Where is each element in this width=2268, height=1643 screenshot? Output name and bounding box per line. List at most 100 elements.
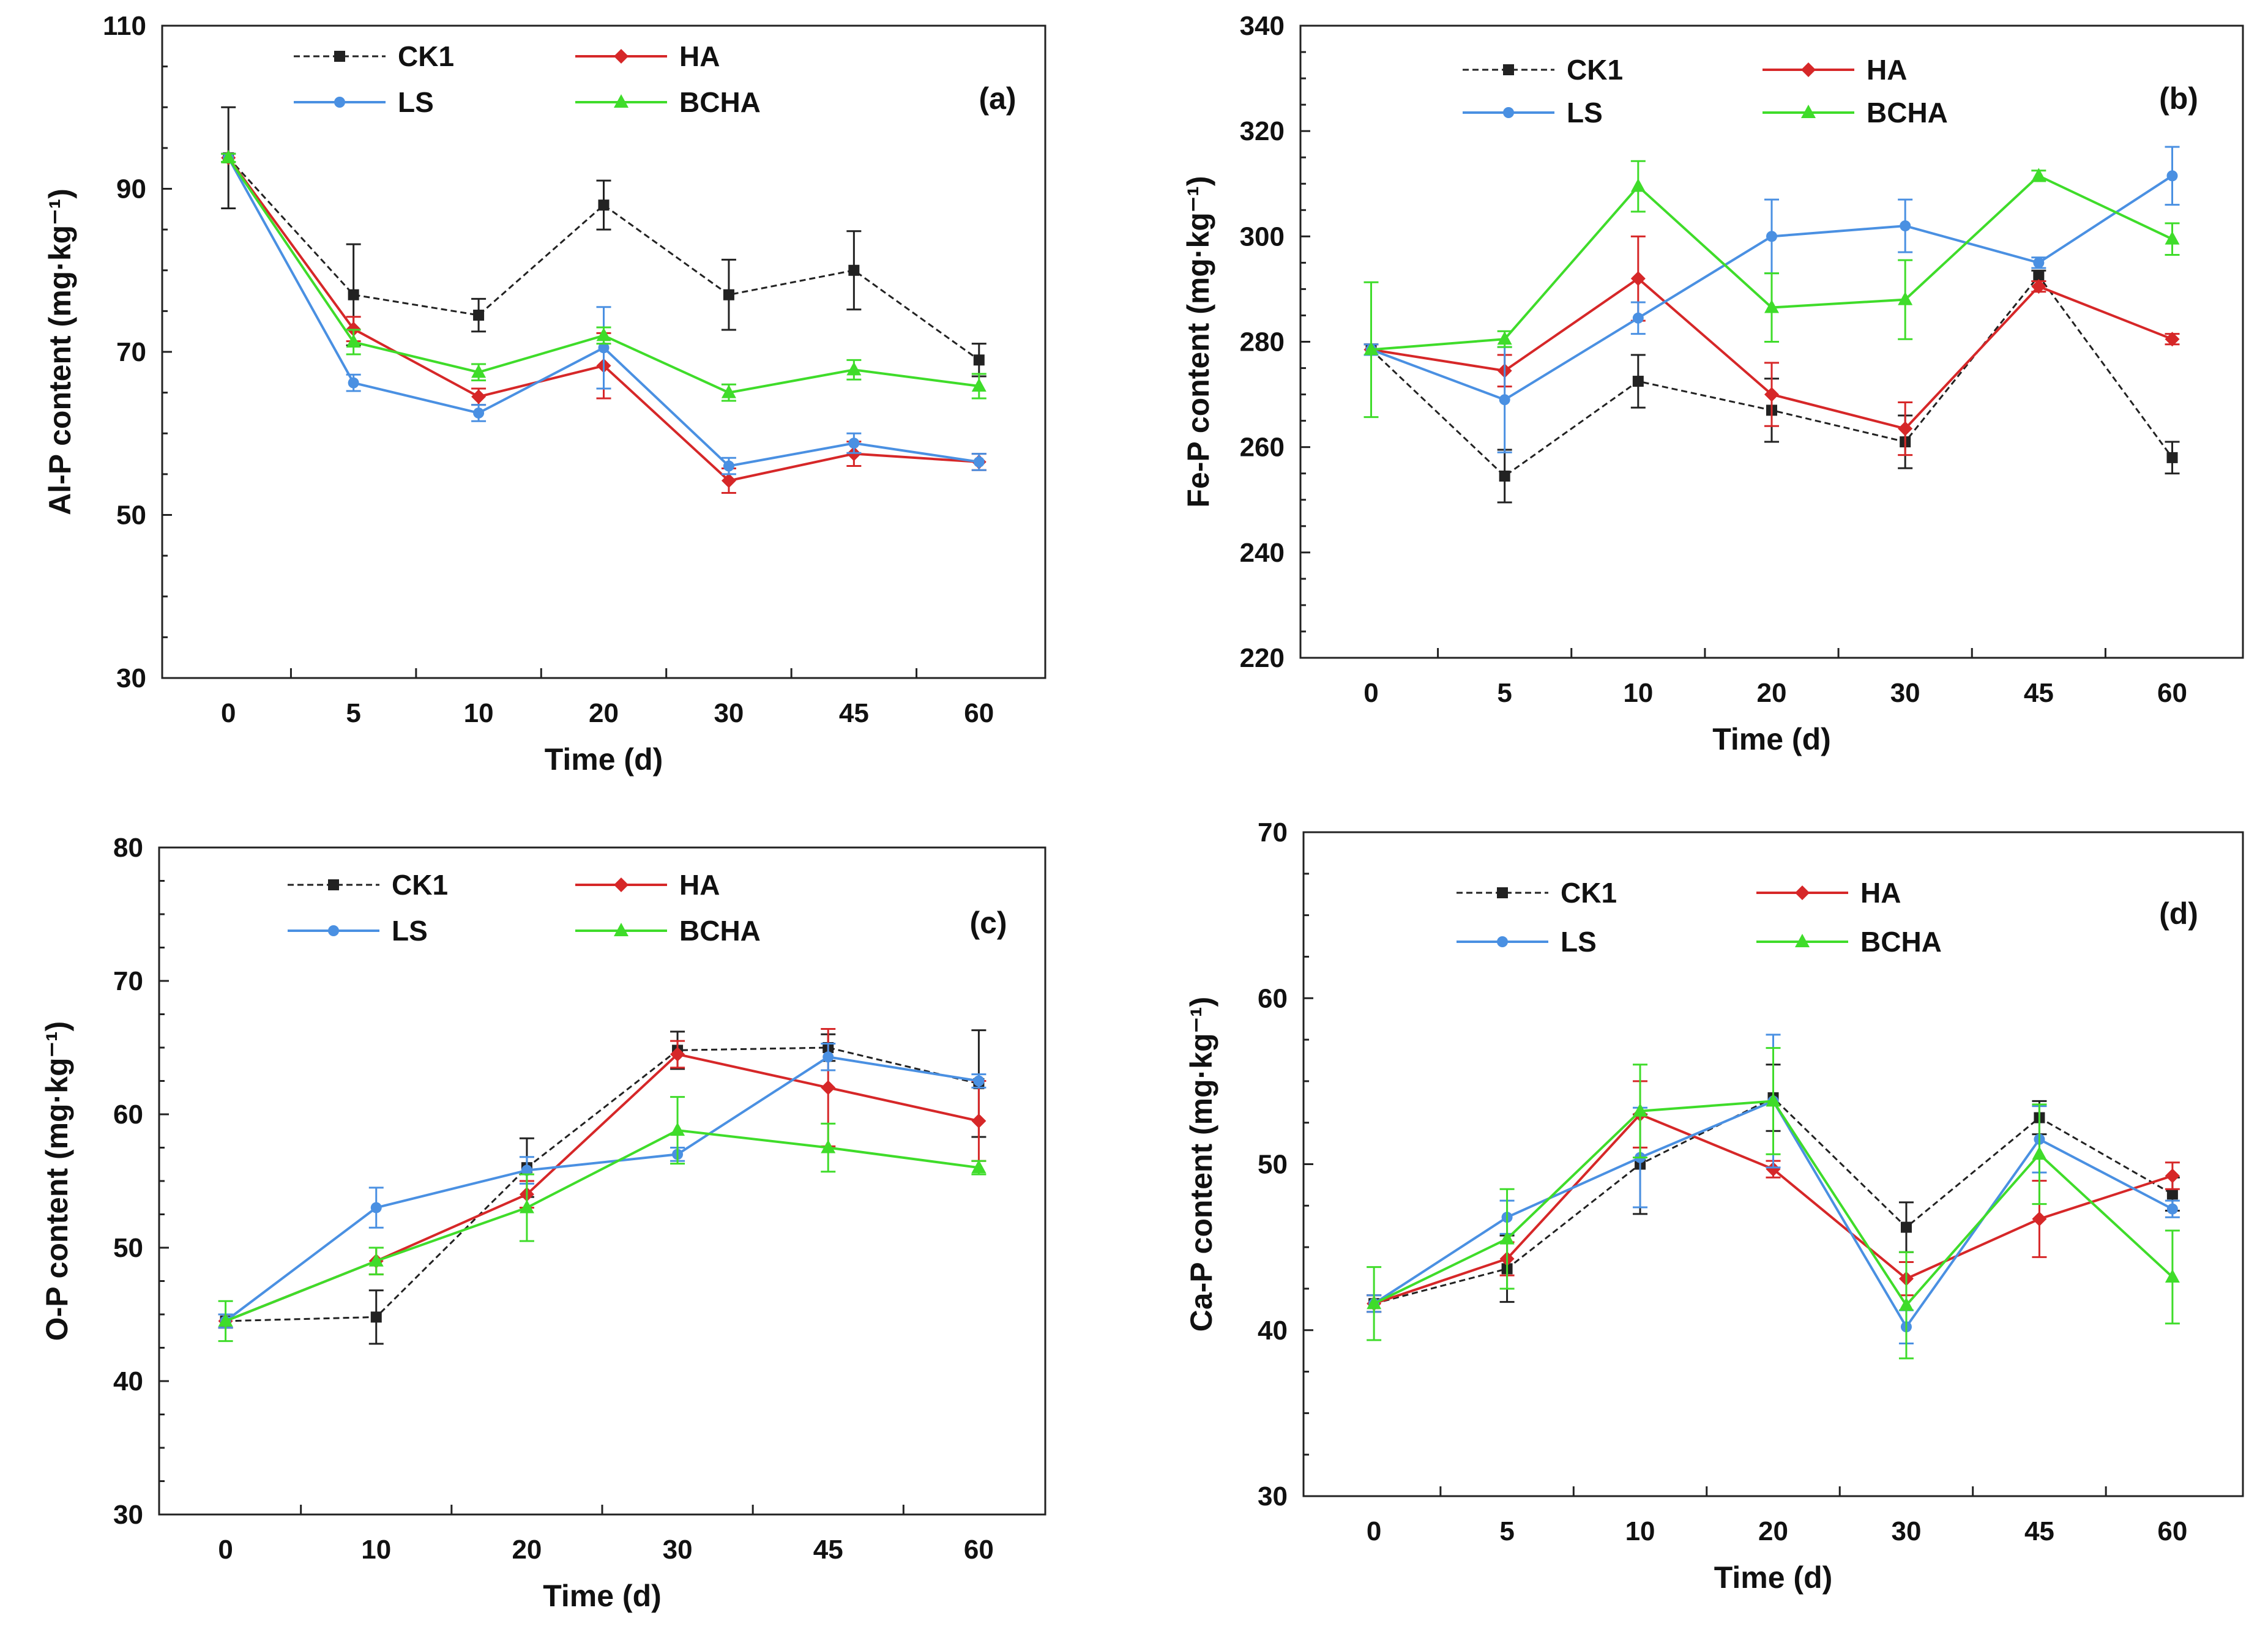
data-point [473,407,485,419]
y-tick-label: 260 [1240,433,1285,463]
legend-marker [614,923,629,936]
legend-marker [614,94,629,108]
series-bcha [218,1096,987,1343]
x-tick-label: 0 [1367,1516,1381,1546]
legend-label: LS [392,915,428,947]
data-point [1766,231,1777,242]
data-point [471,389,487,404]
legend-label: HA [1860,877,1901,909]
data-point [2033,270,2045,281]
legend-label: CK1 [1567,54,1623,86]
x-tick-label: 30 [663,1535,693,1565]
legend-item-ls: LS [1463,97,1603,129]
legend-label: HA [1867,54,1907,86]
legend-marker [1503,64,1514,75]
plot-frame [158,846,1046,1516]
legend: CK1 HA LS BCHA [1463,54,1948,129]
chart-panel-d: 30 40 50 60 70 0 5 10 20 30 45 60 Time (d) Ca-P conte… [1184,818,2244,1595]
data-point [1632,312,1644,324]
data-point [1900,1221,1912,1233]
data-point [346,334,361,348]
data-point [1766,1161,1781,1177]
legend: CK1 HA LS BCHA [294,40,761,118]
data-point [2033,257,2045,269]
series-line [225,1052,979,1322]
x-tick-label: 45 [2024,678,2054,708]
y-tick-label: 40 [113,1366,143,1396]
y-tick-label: 340 [1240,11,1285,41]
data-point [2165,231,2180,245]
panel-label: (a) [979,81,1016,116]
x-tick-label: 10 [1625,1516,1655,1546]
data-point [973,1075,985,1087]
data-point [1898,291,1913,305]
panel-label: (d) [2159,896,2198,931]
data-point [1499,394,1510,406]
y-tick-label: 240 [1240,538,1285,568]
data-point [1632,376,1644,387]
data-point [723,460,734,472]
x-tick-label: 0 [221,698,236,728]
y-tick-label: 70 [116,337,146,367]
x-tick-label: 60 [964,698,994,728]
data-point [1630,178,1646,192]
data-point [973,456,985,468]
data-point [670,1046,685,1062]
x-axis-title: Time (d) [545,742,663,777]
y-tick-label: 30 [113,1500,143,1530]
legend-item-ha: HA [575,869,720,901]
data-point [846,362,862,376]
data-point [473,310,485,321]
x-tick-label: 5 [1497,678,1512,708]
y-tick-label: 60 [113,1100,143,1130]
data-point [1630,271,1646,286]
legend-item-ls: LS [288,915,428,947]
legend-label: BCHA [679,86,761,118]
y-tick-label: 50 [1258,1150,1288,1180]
x-axis-title: Time (d) [1712,722,1831,756]
y-axis-title: Ca-P content (mg·kg⁻¹) [1184,997,1218,1332]
x-axis-title: Time (d) [543,1579,662,1613]
data-point [1766,1093,1781,1107]
data-point [348,289,359,300]
data-point [2031,279,2046,294]
data-point [2165,1168,2180,1183]
data-point [821,1080,836,1095]
x-tick-label: 0 [218,1535,233,1565]
x-tick-label: 60 [2157,1516,2187,1546]
data-point [1499,471,1510,482]
series-ls [221,152,987,475]
legend-label: BCHA [679,915,761,947]
legend-label: LS [1561,926,1597,958]
series-ha [218,1027,987,1329]
x-tick-label: 30 [1891,1516,1921,1546]
data-point [2166,1203,2178,1215]
y-tick-label: 90 [116,174,146,204]
legend-marker [1801,105,1816,118]
legend: CK1 HA LS BCHA [1457,877,1942,958]
panel-label: (b) [2159,81,2198,116]
data-point [2032,1146,2047,1160]
data-point [823,1051,834,1063]
x-tick-label: 5 [1499,1516,1514,1546]
data-point [1898,421,1913,436]
legend-item-bcha: BCHA [575,86,761,118]
data-point [821,1139,836,1153]
data-point [2031,168,2046,182]
legend-item-bcha: BCHA [575,915,761,947]
data-point [1499,1231,1515,1245]
y-tick-label: 30 [116,663,146,693]
legend-item-ck1: CK1 [1457,877,1617,909]
x-tick-label: 20 [589,698,619,728]
legend-marker [1795,934,1810,947]
y-tick-label: 60 [1258,983,1288,1013]
data-point [2032,1212,2047,1227]
chart-panel-a: 30 50 70 90 110 0 5 10 20 30 45 60 Time (d) Al-P cont… [43,11,1046,777]
legend-item-ha: HA [1763,54,1907,86]
data-point [370,1311,382,1323]
y-tick-label: 300 [1240,222,1285,251]
chart-panel-c: 30 40 50 60 70 80 0 10 20 30 45 60 Time (d) O-P conte… [40,833,1046,1613]
data-point [598,342,610,354]
x-tick-label: 20 [1757,678,1787,708]
data-point [971,378,987,392]
